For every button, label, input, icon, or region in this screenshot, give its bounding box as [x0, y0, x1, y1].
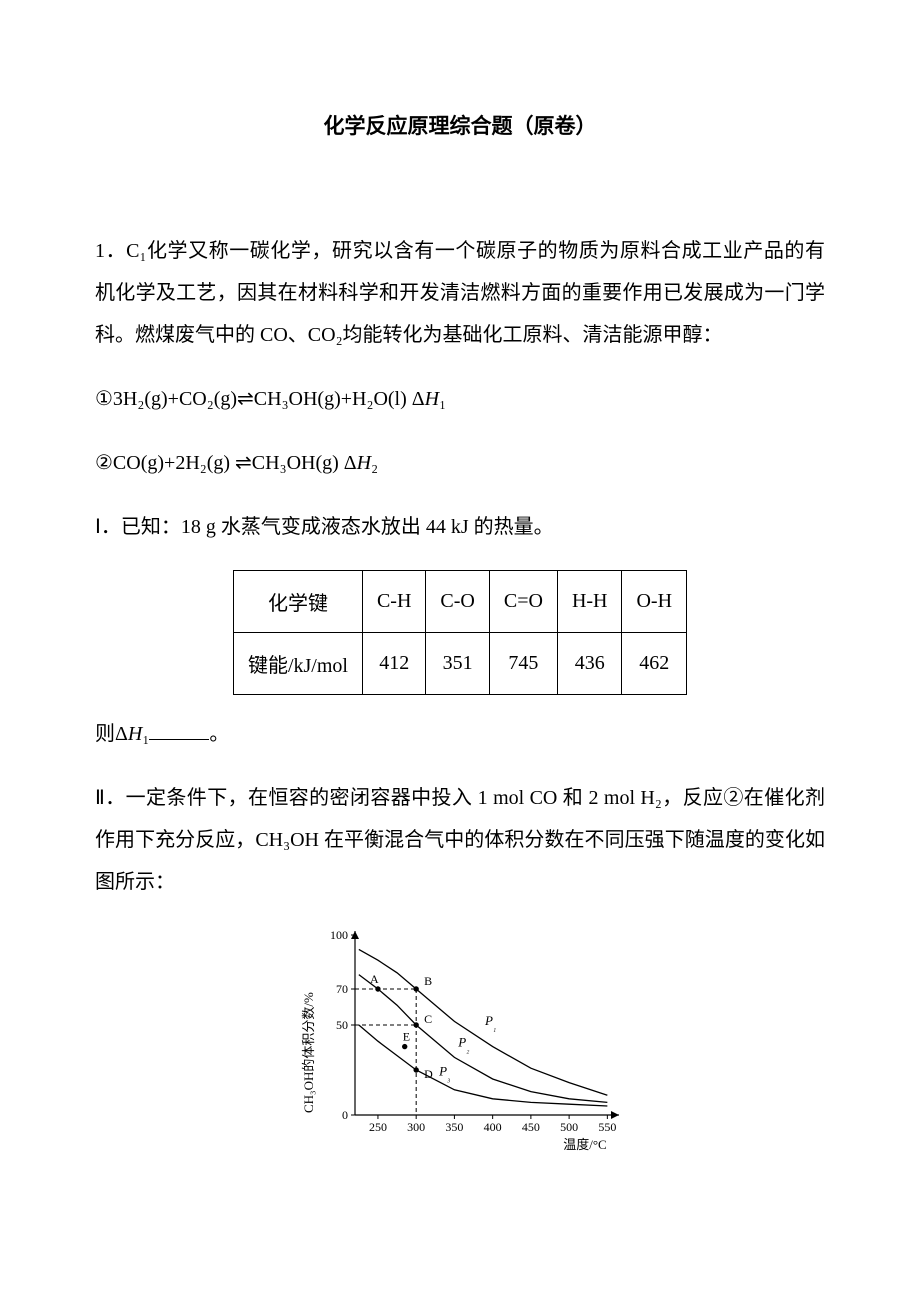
svg-text:50: 50	[336, 1018, 348, 1032]
svg-text:C: C	[424, 1012, 432, 1026]
svg-text:E: E	[403, 1030, 410, 1044]
section-ii: Ⅱ．一定条件下，在恒容的密闭容器中投入 1 mol CO 和 2 mol H₂，…	[95, 777, 825, 903]
svg-text:A: A	[370, 972, 379, 986]
svg-text:D: D	[424, 1067, 433, 1081]
equation-1: ①3H₂(g)+CO₂(g)⇌CH₃OH(g)+H₂O(l) ΔH₁	[95, 378, 825, 420]
eq2-italic-h: H	[357, 452, 371, 474]
then-pre: 则Δ	[95, 723, 128, 745]
equation-2: ②CO(g)+2H₂(g) ⇌CH₃OH(g) ΔH₂	[95, 442, 825, 484]
page-title: 化学反应原理综合题（原卷）	[95, 110, 825, 140]
svg-text:450: 450	[522, 1120, 540, 1134]
svg-text:B: B	[424, 974, 432, 988]
table-header-label: 化学键	[233, 571, 362, 633]
table-row-label: 键能/kJ/mol	[233, 633, 362, 695]
section-i: Ⅰ．已知：18 g 水蒸气变成液态水放出 44 kJ 的热量。	[95, 506, 825, 548]
paragraph-intro: 1．C₁化学又称一碳化学，研究以含有一个碳原子的物质为原料合成工业产品的有机化学…	[95, 230, 825, 356]
svg-text:P₁: P₁	[484, 1013, 496, 1032]
table-header-col: C-O	[426, 571, 489, 633]
table-header-col: O-H	[622, 571, 687, 633]
blank-fill	[149, 720, 209, 740]
svg-text:550: 550	[598, 1120, 616, 1134]
then-sub: ₁	[142, 723, 149, 745]
table-header-col: C-H	[362, 571, 425, 633]
then-italic-h: H	[128, 723, 142, 745]
svg-text:P₂: P₂	[457, 1035, 469, 1054]
chart-container: 0 50 70 100 250 300 350 400 450 500 550 P₁ P₂ P₃ A B CE D…	[95, 925, 825, 1155]
svg-text:300: 300	[407, 1120, 425, 1134]
svg-text:P₃: P₃	[438, 1063, 450, 1082]
table-header-col: C=O	[489, 571, 557, 633]
svg-text:400: 400	[484, 1120, 502, 1134]
svg-text:0: 0	[342, 1108, 348, 1122]
svg-text:温度/°C: 温度/°C	[563, 1137, 606, 1152]
table-cell: 436	[557, 633, 622, 695]
table-cell: 462	[622, 633, 687, 695]
table-cell: 351	[426, 633, 489, 695]
line-chart: 0 50 70 100 250 300 350 400 450 500 550 P₁ P₂ P₃ A B CE D…	[295, 925, 625, 1155]
eq2-sub: ₂	[371, 452, 378, 474]
then-tail: 。	[209, 723, 229, 745]
svg-text:250: 250	[369, 1120, 387, 1134]
svg-text:350: 350	[445, 1120, 463, 1134]
svg-text:70: 70	[336, 982, 348, 996]
eq2-text: ②CO(g)+2H₂(g) ⇌CH₃OH(g) Δ	[95, 452, 357, 474]
table-header-col: H-H	[557, 571, 622, 633]
eq1-italic-h: H	[425, 388, 439, 410]
bond-energy-table: 化学键 C-H C-O C=O H-H O-H 键能/kJ/mol 412 35…	[233, 570, 687, 695]
svg-text:100: 100	[330, 928, 348, 942]
eq1-sub: ₁	[439, 388, 446, 410]
table-cell: 412	[362, 633, 425, 695]
then-line: 则ΔH₁ 。	[95, 713, 825, 755]
eq1-text: ①3H₂(g)+CO₂(g)⇌CH₃OH(g)+H₂O(l) Δ	[95, 388, 425, 410]
svg-text:500: 500	[560, 1120, 578, 1134]
svg-text:CH₃OH的体积分数/%: CH₃OH的体积分数/%	[301, 992, 316, 1113]
table-cell: 745	[489, 633, 557, 695]
table-row: 化学键 C-H C-O C=O H-H O-H	[233, 571, 686, 633]
table-row: 键能/kJ/mol 412 351 745 436 462	[233, 633, 686, 695]
